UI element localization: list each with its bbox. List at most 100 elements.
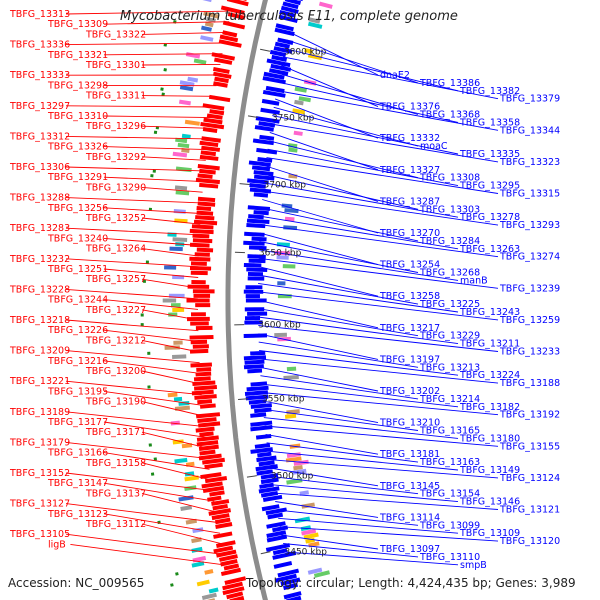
forward-gene-feature [196,367,212,372]
annotation-feature [172,307,185,312]
reverse-gene-feature [248,245,267,251]
gene-label-forward: TBFG_13195 [47,386,108,397]
connector-line-forward [65,197,202,204]
gene-label-reverse: TBFG_13192 [499,410,560,421]
gene-label-reverse: TBFG_13287 [379,196,440,207]
gene-label-reverse: TBFG_13149 [459,465,520,476]
annotation-feature [164,345,180,350]
connector-line-forward [65,441,209,460]
connector-line-reverse [275,501,379,518]
gene-label-reverse: TBFG_13274 [499,252,560,263]
annotation-feature [274,332,287,338]
forward-gene-feature [189,242,210,248]
connector-line-reverse [273,106,419,147]
annotation-feature [298,96,311,103]
forward-gene-feature [196,210,214,216]
label-connector-lines [65,10,499,566]
gene-label-reverse: manB [460,275,488,286]
forward-gene-feature [213,57,233,65]
forward-gene-feature [216,549,237,558]
gene-label-forward: TBFG_13112 [85,519,146,530]
forward-gene-feature [198,444,219,451]
reverse-gene-feature [279,10,296,18]
reverse-gene-feature [277,568,300,578]
connector-line-reverse [276,90,499,131]
connector-line-forward [103,21,230,25]
forward-gene-feature [211,513,230,521]
gene-label-forward: TBFG_13256 [47,203,108,214]
reverse-gene-feature [243,240,265,246]
forward-gene-feature [211,52,236,61]
reverse-gene-feature [249,183,266,189]
gene-label-reverse: TBFG_13114 [379,512,440,523]
forward-gene-feature [220,5,245,15]
gene-label-forward: TBFG_13297 [9,101,70,112]
reverse-gene-feature [250,420,273,427]
gene-label-reverse: TBFG_13254 [379,260,440,271]
gene-label-forward: TBFG_13244 [47,295,108,306]
reverse-gene-feature [243,289,264,294]
connector-line-forward [65,380,202,396]
forward-gene-feature [186,298,210,303]
gene-label-reverse: TBFG_13145 [379,481,440,492]
forward-gene-feature [196,205,212,212]
gene-label-reverse: TBFG_13379 [499,94,560,105]
connector-line-forward [141,186,203,193]
forward-gene-feature [192,344,209,349]
reverse-gene-feature [272,550,297,560]
gene-label-forward: TBFG_13298 [47,80,108,91]
forward-gene-feature [202,457,226,465]
forward-gene-feature [208,508,231,516]
forward-gene-feature [189,334,214,340]
connector-line-reverse [258,324,499,352]
reverse-gene-feature [254,443,271,449]
forward-gene-feature [195,412,221,419]
forward-gene-feature [213,545,234,554]
gene-label-reverse: TBFG_13146 [459,497,520,508]
annotation-feature [200,25,212,32]
connector-line-reverse [265,433,379,455]
gene-label-forward: ligB [48,539,66,550]
reverse-gene-feature [243,364,264,370]
gene-label-forward: TBFG_13166 [47,448,108,459]
gene-label-reverse: TBFG_13358 [459,117,520,128]
gc-marker [140,313,144,317]
forward-gene-feature [197,201,216,207]
gene-label-forward: TBFG_13333 [9,70,70,81]
connector-line-forward [65,350,200,364]
annotation-feature [293,130,303,136]
connector-line-forward [103,299,199,310]
connector-line-reverse [259,358,499,384]
gene-label-forward: TBFG_13171 [85,427,146,438]
reverse-gene-feature [244,390,269,396]
forward-gene-feature [199,154,219,161]
forward-gene-feature [191,389,214,396]
reverse-gene-feature [255,116,280,124]
connector-line-forward [103,53,223,56]
annotation-feature [175,190,190,196]
annotation-feature [292,468,307,475]
reverse-gene-feature [244,320,263,325]
connector-line-reverse [258,316,459,345]
connector-line-forward [103,482,215,502]
gc-marker [145,260,149,264]
gene-label-forward: TBFG_13226 [47,325,108,336]
gene-label-forward: TBFG_13264 [85,244,146,255]
annotation-feature [180,505,193,511]
gene-label-forward: TBFG_13311 [85,91,146,102]
reverse-gene-feature [256,147,278,155]
connector-line-forward [65,166,205,172]
annotation-feature [169,246,183,252]
forward-gene-feature [189,348,209,354]
connector-line-reverse [258,274,419,305]
annotation-feature [172,354,187,360]
forward-gene-feature [212,503,228,511]
reverse-gene-feature [284,0,302,6]
gene-label-forward: TBFG_13306 [9,162,70,173]
forward-gene-feature [194,394,217,400]
connector-line-forward [141,217,201,225]
annotation-feature [196,579,210,587]
reverse-gene-feature [258,121,276,128]
forward-gene-feature [192,238,213,244]
gene-label-reverse: smpB [460,560,487,571]
